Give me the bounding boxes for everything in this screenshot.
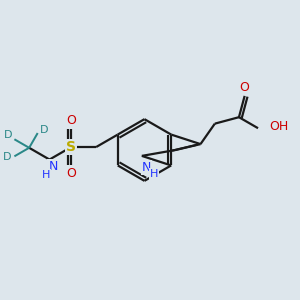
Text: H: H (42, 170, 50, 180)
Text: D: D (4, 130, 12, 140)
Text: D: D (3, 152, 11, 162)
Text: S: S (66, 140, 76, 154)
Text: D: D (40, 124, 48, 134)
Text: O: O (66, 114, 76, 127)
Text: O: O (240, 81, 250, 94)
Text: OH: OH (269, 120, 288, 133)
Text: N: N (142, 160, 151, 174)
Text: H: H (150, 169, 158, 179)
Text: O: O (66, 167, 76, 180)
Text: N: N (48, 160, 58, 173)
